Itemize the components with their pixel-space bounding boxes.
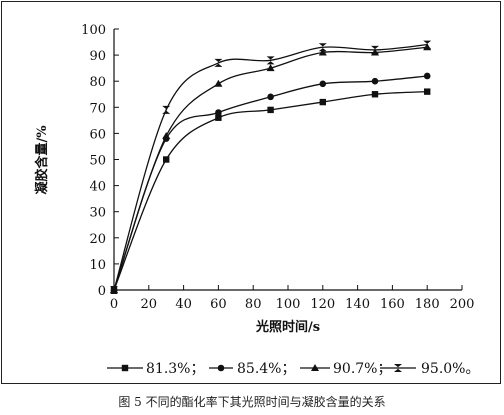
data-point [423, 72, 431, 80]
legend-item-2: 85.4%； [209, 361, 295, 377]
data-point [318, 43, 327, 52]
y-tick-label: 80 [89, 75, 106, 90]
legend-label: 90.7%； [333, 361, 391, 377]
y-tick-label: 40 [89, 180, 106, 195]
data-point [162, 105, 171, 114]
data-point [318, 48, 327, 56]
x-tick-label: 200 [450, 297, 475, 312]
data-point [424, 88, 431, 95]
data-point [319, 80, 327, 88]
x-tick-label: 0 [110, 297, 118, 312]
data-point [163, 156, 170, 163]
y-tick-label: 30 [89, 206, 106, 221]
y-tick-label: 70 [89, 101, 106, 116]
data-point [214, 58, 223, 67]
legend-label: 95.0%。 [421, 361, 479, 377]
data-point [215, 114, 222, 121]
y-tick-label: 20 [89, 232, 106, 247]
data-point [371, 77, 379, 85]
x-tick-label: 40 [175, 297, 192, 312]
y-axis-label: 凝胶含量/% [34, 125, 50, 195]
legend-item-3: 90.7%； [300, 361, 391, 377]
x-axis-label: 光照时间/s [255, 319, 320, 335]
series-line [113, 44, 428, 291]
x-tick-label: 60 [210, 297, 227, 312]
x-tick-label: 100 [276, 297, 301, 312]
x-tick-label: 160 [380, 297, 405, 312]
legend-item-1: 81.3%； [107, 361, 204, 377]
data-point [267, 93, 274, 101]
line-chart: 0 20 40 60 80 100 120 140 160 180 200 0 10 20 30 40 50 60… [34, 23, 479, 377]
series-4 [110, 40, 432, 294]
data-point [266, 64, 275, 72]
data-point [423, 40, 432, 49]
axes: 0 20 40 60 80 100 120 140 160 180 200 0 10 20 30 40 50 60… [81, 23, 474, 312]
x-tick-label: 20 [141, 297, 158, 312]
y-tick-label: 10 [89, 258, 106, 273]
data-point [371, 91, 379, 98]
legend-marker [217, 364, 225, 372]
legend-marker [311, 364, 319, 371]
legend-marker [394, 364, 402, 372]
data-point [371, 45, 379, 54]
y-tick-label: 60 [89, 127, 106, 142]
data-point [319, 98, 326, 106]
legend-marker [121, 364, 129, 372]
legend-label: 85.4%； [237, 361, 295, 377]
series-layer [110, 40, 432, 294]
y-tick-label: 0 [98, 284, 106, 299]
x-tick-label: 180 [415, 297, 440, 312]
x-tick-label: 140 [345, 297, 370, 312]
data-point [110, 286, 118, 294]
x-tick-label: 120 [310, 297, 335, 312]
data-point [214, 79, 223, 87]
data-point [215, 109, 222, 116]
y-tick-label: 50 [89, 154, 106, 169]
y-tick-label: 100 [81, 23, 106, 38]
figure-frame [1, 1, 501, 384]
figure-caption: 图 5 不同的酯化率下其光照时间与凝胶含量的关系 [118, 395, 386, 409]
y-tick-label: 90 [89, 49, 106, 64]
series-1 [110, 88, 431, 294]
data-point [162, 132, 171, 140]
series-2 [110, 72, 431, 294]
legend-item-4: 95.0%。 [380, 361, 479, 377]
x-tick-label: 80 [245, 297, 262, 312]
legend: 81.3%； 85.4%； 90.7%； 95.0%。 [107, 361, 479, 377]
data-point [267, 106, 274, 114]
legend-label: 81.3%； [146, 361, 204, 377]
data-point [266, 56, 275, 65]
